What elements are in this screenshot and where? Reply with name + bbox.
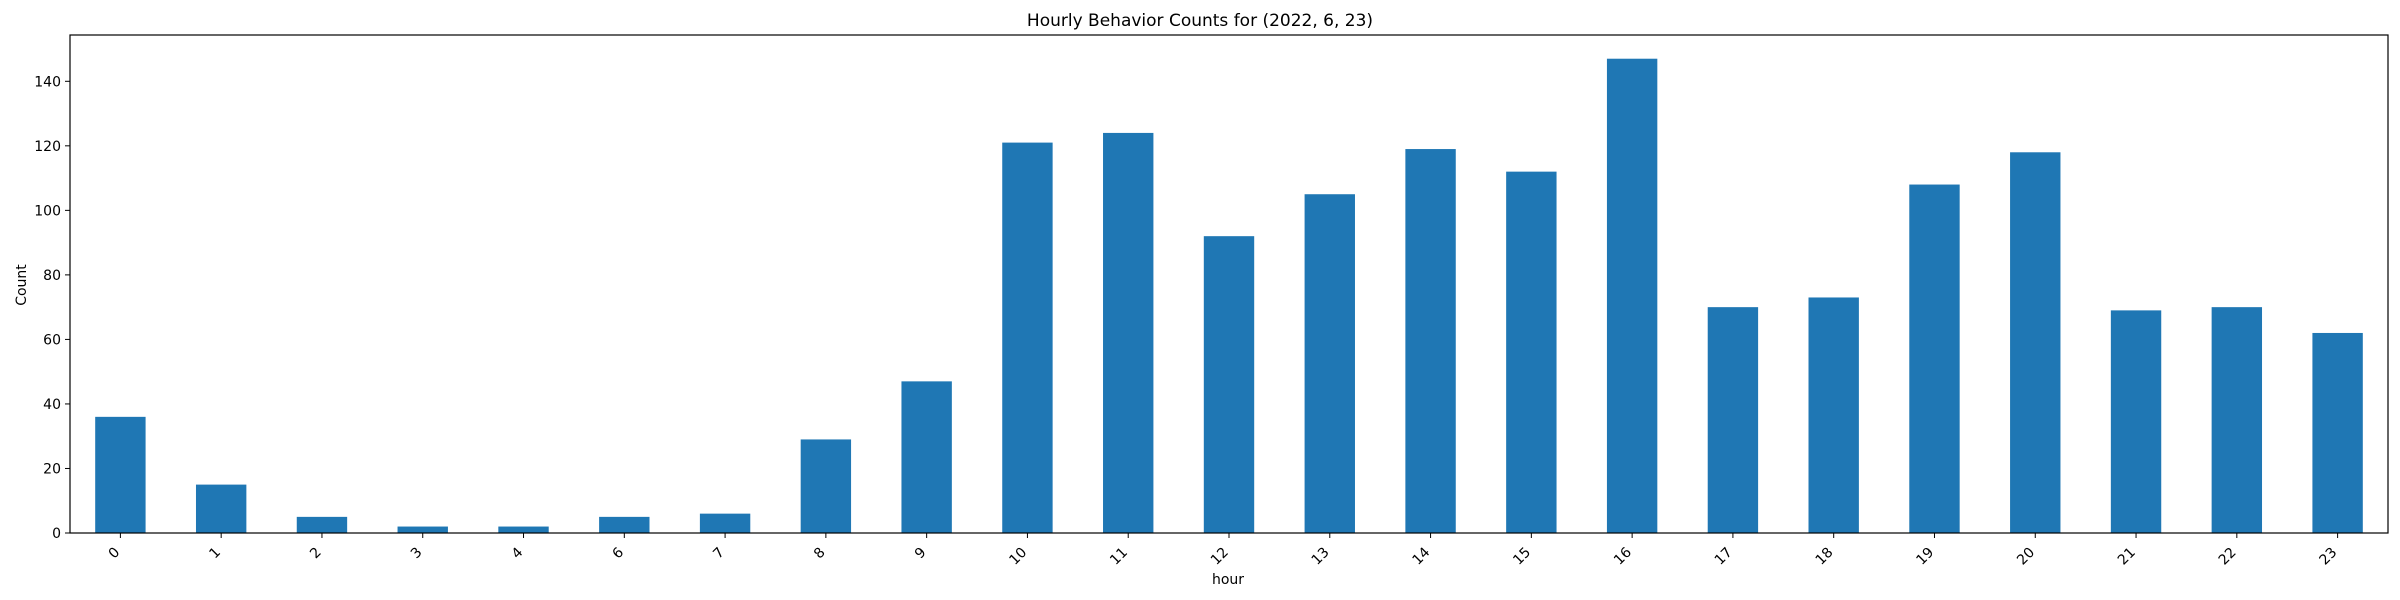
- y-tick-label: 140: [34, 74, 61, 90]
- bar: [2010, 152, 2061, 533]
- x-tick-label: 18: [1813, 545, 1837, 569]
- bar: [397, 526, 448, 533]
- bar: [1103, 132, 1154, 534]
- x-tick-label: 10: [1006, 545, 1030, 569]
- x-axis-label: hour: [1212, 572, 1244, 588]
- bar: [1002, 142, 1053, 533]
- x-tick-label: 23: [2317, 545, 2341, 569]
- x-tick-label: 4: [509, 544, 527, 562]
- bar: [1506, 171, 1557, 533]
- x-tick-label: 19: [1913, 545, 1937, 569]
- x-tick-label: 9: [912, 545, 930, 563]
- y-tick-label: 40: [43, 397, 61, 413]
- y-tick-label: 0: [52, 526, 61, 542]
- bar: [2211, 307, 2263, 533]
- bar: [1606, 58, 1658, 533]
- x-tick-label: 14: [1409, 544, 1433, 568]
- x-tick-label: 7: [710, 545, 728, 563]
- bar: [699, 513, 751, 533]
- x-tick-label: 13: [1309, 545, 1333, 569]
- y-axis-label: Count: [14, 264, 30, 306]
- bar: [1405, 149, 1456, 533]
- bar: [2110, 310, 2162, 533]
- x-tick-label: 12: [1208, 545, 1232, 569]
- x-tick-label: 1: [206, 545, 224, 563]
- bar: [800, 439, 852, 533]
- bar: [296, 516, 348, 533]
- bar: [1707, 307, 1759, 533]
- y-tick-label: 20: [43, 461, 61, 477]
- axes-frame: [69, 34, 2389, 534]
- bar: [2312, 332, 2363, 533]
- bar: [95, 416, 146, 533]
- x-tick-label: 15: [1510, 545, 1534, 569]
- bar: [498, 526, 549, 533]
- x-tick-label: 11: [1107, 545, 1131, 569]
- y-tick-label: 100: [34, 203, 61, 219]
- y-tick-label: 60: [43, 332, 61, 348]
- x-tick-label: 16: [1611, 544, 1635, 568]
- x-tick-label: 21: [2115, 545, 2139, 569]
- x-tick-label: 2: [307, 545, 325, 563]
- bar: [1203, 236, 1255, 533]
- bar: [1808, 297, 1859, 533]
- x-tick-label: 6: [610, 544, 628, 562]
- x-tick-label: 0: [106, 545, 124, 563]
- x-tick-label: 20: [2014, 545, 2038, 569]
- bar: [195, 484, 247, 533]
- y-tick-label: 80: [43, 268, 61, 284]
- bar: [1304, 194, 1355, 533]
- bar: [599, 516, 650, 533]
- x-tick-label: 8: [811, 545, 829, 563]
- x-tick-label: 17: [1712, 545, 1736, 569]
- y-tick-label: 120: [34, 139, 61, 155]
- chart-title: Hourly Behavior Counts for (2022, 6, 23): [1027, 11, 1373, 31]
- x-tick-label: 3: [408, 545, 426, 563]
- x-tick-label: 22: [2216, 545, 2240, 569]
- bar: [901, 381, 952, 533]
- bar: [1909, 184, 1960, 533]
